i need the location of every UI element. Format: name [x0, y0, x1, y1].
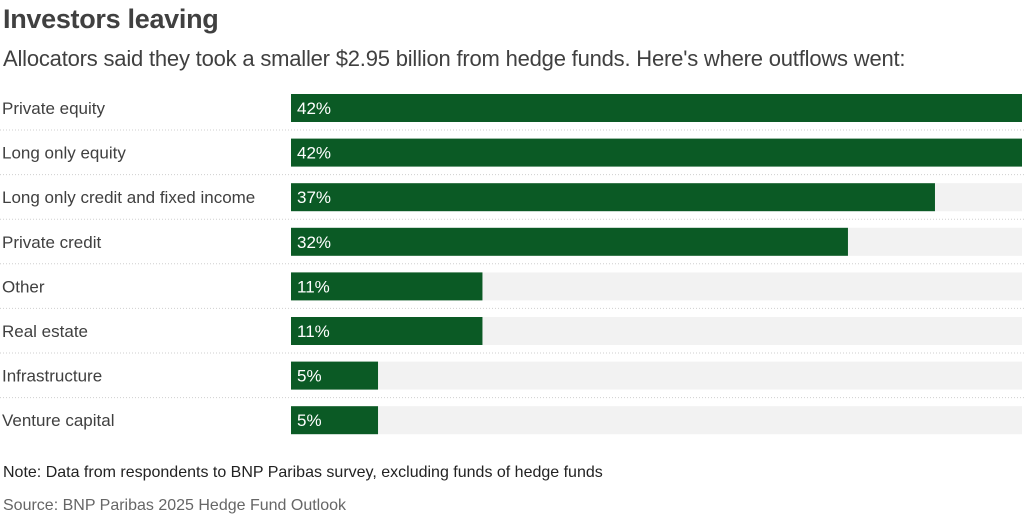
bar-private-equity: [291, 94, 1022, 122]
bar-long-only-credit-and-fixed-income: [291, 183, 935, 212]
bar-track-venture-capital: [291, 406, 1022, 435]
category-label-other: Other: [2, 277, 45, 296]
value-label-real-estate: 11%: [297, 322, 330, 341]
bar-long-only-equity: [291, 138, 1022, 167]
value-label-venture-capital: 5%: [297, 411, 322, 430]
category-label-infrastructure: Infrastructure: [2, 367, 102, 386]
bar-chart: Private equity 42% Long only equity 42% Long…: [0, 94, 1024, 435]
chart-note: Note: Data from respondents to BNP Parib…: [3, 464, 603, 481]
chart-source: Source: BNP Paribas 2025 Hedge Fund Outl…: [3, 497, 347, 514]
value-label-private-equity: 42%: [297, 99, 331, 118]
category-label-long-only-credit-and-fixed-income: Long only credit and fixed income: [2, 188, 255, 207]
bar-other: [291, 272, 483, 301]
chart-title: Investors leaving: [3, 4, 219, 34]
value-label-infrastructure: 5%: [297, 367, 322, 386]
value-label-private-credit: 32%: [297, 233, 331, 252]
bar-venture-capital: [291, 406, 379, 435]
chart-subtitle: Allocators said they took a smaller $2.9…: [3, 46, 906, 71]
bar-real-estate: [291, 317, 483, 345]
category-label-venture-capital: Venture capital: [2, 411, 114, 430]
value-label-long-only-equity: 42%: [297, 144, 331, 163]
category-label-private-equity: Private equity: [2, 99, 105, 118]
category-label-long-only-equity: Long only equity: [2, 144, 126, 163]
bar-private-credit: [291, 227, 848, 256]
value-label-long-only-credit-and-fixed-income: 37%: [297, 188, 331, 207]
bar-track-infrastructure: [291, 361, 1022, 390]
category-label-private-credit: Private credit: [2, 233, 101, 252]
value-label-other: 11%: [297, 277, 330, 296]
category-label-real-estate: Real estate: [2, 322, 88, 341]
bar-infrastructure: [291, 361, 379, 390]
